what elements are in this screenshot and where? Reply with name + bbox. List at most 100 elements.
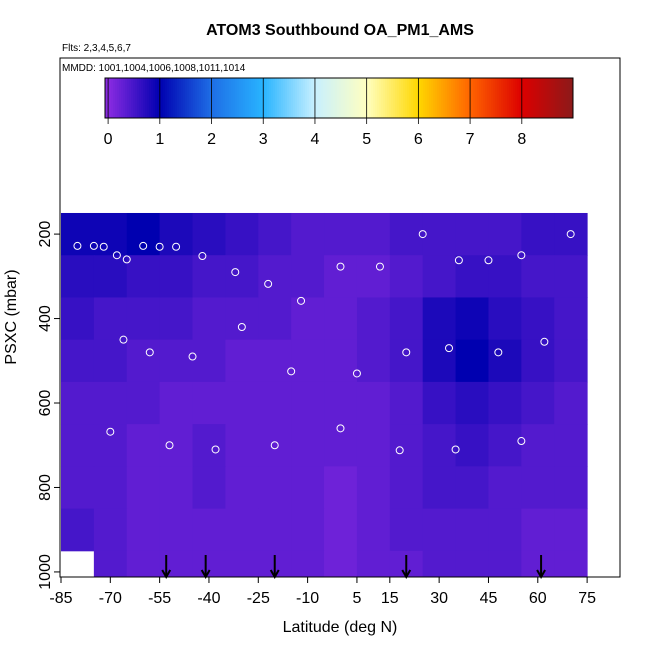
curtain-cell [192, 339, 226, 383]
colorbar-swatch [379, 78, 382, 118]
colorbar-swatch [503, 78, 506, 118]
colorbar-swatch [109, 78, 112, 118]
curtain-cell [488, 550, 522, 578]
curtain-cell [455, 339, 489, 383]
colorbar-swatch [145, 78, 148, 118]
curtain-cell [554, 381, 588, 425]
colorbar-swatch [217, 78, 220, 118]
colorbar-swatch [327, 78, 330, 118]
colorbar-swatch [345, 78, 348, 118]
colorbar-swatch [223, 78, 226, 118]
colorbar-swatch [169, 78, 172, 118]
colorbar-swatch [553, 78, 556, 118]
x-tick-label: -70 [99, 590, 122, 607]
sample-point [336, 424, 345, 433]
colorbar-swatch [121, 78, 124, 118]
curtain-cell [291, 466, 325, 510]
sample-point [172, 242, 181, 251]
colorbar-swatch [547, 78, 550, 118]
sample-point [122, 255, 131, 264]
x-tick-label: 15 [381, 590, 399, 607]
colorbar-swatch [451, 78, 454, 118]
colorbar-swatch [179, 78, 182, 118]
curtain-cell [225, 508, 259, 552]
curtain-cell [455, 212, 489, 256]
curtain-cell [192, 550, 226, 578]
curtain-cell [488, 339, 522, 383]
colorbar-swatch [527, 78, 530, 118]
curtain-cell [324, 339, 358, 383]
curtain-cell [225, 466, 259, 510]
curtain-cell [356, 255, 391, 298]
curtain-cell [291, 424, 325, 467]
curtain-cell [60, 212, 95, 256]
sample-point [165, 441, 174, 450]
curtain-cell [126, 424, 161, 467]
colorbar-swatch [251, 78, 254, 118]
colorbar-swatch [229, 78, 232, 118]
colorbar-swatch [307, 78, 310, 118]
colorbar-swatch [139, 78, 142, 118]
colorbar-swatch [359, 78, 362, 118]
colorbar-swatch [177, 78, 180, 118]
curtain-cell [93, 466, 128, 510]
curtain-cell [389, 212, 424, 256]
curtain-cell [93, 255, 128, 298]
colorbar-swatch [353, 78, 356, 118]
curtain-cell [192, 381, 226, 425]
x-axis-label: Latitude (deg N) [283, 619, 398, 636]
colorbar-swatch [381, 78, 384, 118]
colorbar-swatch [487, 78, 490, 118]
curtain-cell [488, 212, 522, 256]
curtain-cell [291, 212, 325, 256]
colorbar-swatch [191, 78, 194, 118]
colorbar-swatch [507, 78, 510, 118]
curtain-cell [258, 297, 292, 341]
colorbar-swatch [541, 78, 544, 118]
colorbar-swatch [295, 78, 298, 118]
curtain-cell [356, 212, 391, 256]
colorbar-swatch [561, 78, 564, 118]
curtain-cell [455, 381, 489, 425]
curtain-cell [126, 550, 161, 578]
colorbar-swatch [371, 78, 374, 118]
curtain-cell [324, 381, 358, 425]
colorbar-tick-label: 2 [207, 131, 216, 148]
colorbar-swatch [189, 78, 192, 118]
colorbar-swatch [441, 78, 444, 118]
colorbar-swatch [349, 78, 352, 118]
curtain-cell [324, 550, 358, 578]
colorbar-swatch [255, 78, 258, 118]
colorbar-swatch [339, 78, 342, 118]
colorbar-swatch [385, 78, 388, 118]
colorbar-swatch [497, 78, 500, 118]
colorbar-swatch [387, 78, 390, 118]
curtain-cell [126, 466, 161, 510]
curtain-cell [455, 466, 489, 510]
colorbar-swatch [515, 78, 518, 118]
colorbar-swatch [383, 78, 386, 118]
colorbar-swatch [257, 78, 260, 118]
curtain-cell [93, 550, 128, 578]
colorbar-swatch [287, 78, 290, 118]
colorbar-swatch [421, 78, 424, 118]
colorbar-swatch [273, 78, 276, 118]
curtain-cell [422, 212, 457, 256]
sample-point [484, 256, 493, 265]
curtain-cell [225, 297, 259, 341]
colorbar-swatch [281, 78, 284, 118]
colorbar-swatch [155, 78, 158, 118]
colorbar-swatch [333, 78, 336, 118]
colorbar-swatch [293, 78, 296, 118]
curtain-cell [60, 508, 95, 552]
sample-point [73, 241, 82, 250]
colorbar-swatch [157, 78, 160, 118]
curtain-cell [60, 255, 95, 298]
colorbar-swatch [535, 78, 538, 118]
curtain-cell [324, 212, 358, 256]
sample-point [517, 437, 526, 446]
curtain-cell [291, 297, 325, 341]
x-tick-label: -25 [247, 590, 270, 607]
curtain-cell [192, 466, 226, 510]
